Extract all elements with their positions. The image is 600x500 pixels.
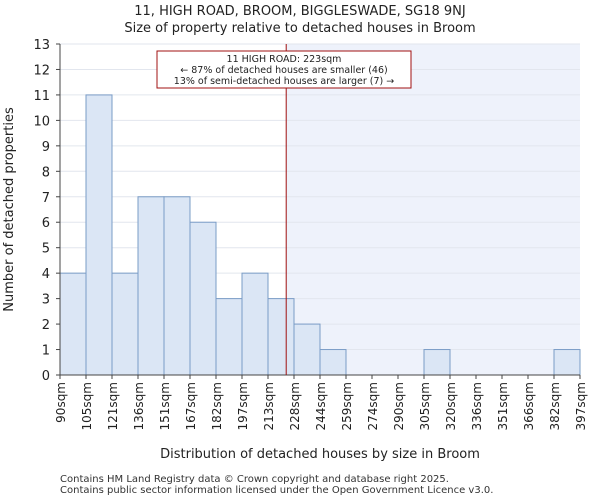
annotation-box xyxy=(156,50,412,89)
footer-line-1: Contains HM Land Registry data © Crown c… xyxy=(60,474,449,485)
y-tick-label-8: 8 xyxy=(42,165,50,180)
y-axis-label: Number of detached properties xyxy=(2,107,17,312)
bar-6 xyxy=(215,298,243,376)
x-tick-label-3: 136sqm xyxy=(132,382,146,430)
x-tick-label-0: 90sqm xyxy=(54,382,68,423)
y-tick-label-3: 3 xyxy=(42,293,50,308)
x-tick-label-19: 382sqm xyxy=(548,382,562,430)
y-tick-label-4: 4 xyxy=(42,267,50,282)
bar-8 xyxy=(267,298,295,376)
x-tick-label-5: 167sqm xyxy=(184,382,198,430)
bar-7 xyxy=(241,272,269,376)
x-tick-label-17: 351sqm xyxy=(496,382,510,430)
x-tick-label-13: 290sqm xyxy=(392,382,406,430)
bar-0 xyxy=(59,272,87,376)
chart-subtitle: Size of property relative to detached ho… xyxy=(124,21,476,36)
bar-19 xyxy=(553,349,581,376)
bar-10 xyxy=(319,349,347,376)
x-tick-label-14: 305sqm xyxy=(418,382,432,430)
x-tick-label-11: 259sqm xyxy=(340,382,354,430)
x-tick-label-16: 336sqm xyxy=(470,382,484,430)
x-tick-label-4: 151sqm xyxy=(158,382,172,430)
y-tick-label-11: 11 xyxy=(33,89,50,104)
y-tick-label-12: 12 xyxy=(33,63,50,78)
y-tick-label-13: 13 xyxy=(33,38,50,53)
y-tick-label-5: 5 xyxy=(42,242,50,257)
chart-title: 11, HIGH ROAD, BROOM, BIGGLESWADE, SG18 … xyxy=(134,4,466,19)
bar-4 xyxy=(163,196,191,376)
x-tick-label-8: 213sqm xyxy=(262,382,276,430)
x-tick-label-20: 397sqm xyxy=(574,382,588,430)
x-tick-label-6: 182sqm xyxy=(210,382,224,430)
bar-1 xyxy=(85,94,113,376)
annotation-line-2: ← 87% of detached houses are smaller (46… xyxy=(180,65,387,76)
bar-3 xyxy=(137,196,165,376)
bar-5 xyxy=(189,221,217,376)
highlight-region xyxy=(286,44,580,375)
bar-14 xyxy=(423,349,451,376)
x-tick-label-10: 244sqm xyxy=(314,382,328,430)
y-tick-label-6: 6 xyxy=(42,216,50,231)
y-tick-label-2: 2 xyxy=(42,318,50,333)
bar-9 xyxy=(293,323,321,376)
y-tick-label-1: 1 xyxy=(42,344,50,359)
x-tick-label-7: 197sqm xyxy=(236,382,250,430)
y-tick-label-9: 9 xyxy=(42,140,50,155)
annotation-line-3: 13% of semi-detached houses are larger (… xyxy=(174,76,394,87)
x-tick-label-15: 320sqm xyxy=(444,382,458,430)
x-tick-label-12: 274sqm xyxy=(366,382,380,430)
x-tick-label-18: 366sqm xyxy=(522,382,536,430)
x-tick-label-9: 228sqm xyxy=(288,382,302,430)
y-tick-label-10: 10 xyxy=(33,114,50,129)
footer-line-2: Contains public sector information licen… xyxy=(60,485,494,496)
bar-2 xyxy=(111,272,139,376)
y-tick-label-0: 0 xyxy=(42,369,50,384)
y-tick-label-7: 7 xyxy=(42,191,50,206)
x-axis-label: Distribution of detached houses by size … xyxy=(160,447,480,462)
x-tick-label-2: 121sqm xyxy=(106,382,120,430)
annotation-line-1: 11 HIGH ROAD: 223sqm xyxy=(227,54,342,65)
x-tick-label-1: 105sqm xyxy=(80,382,94,430)
